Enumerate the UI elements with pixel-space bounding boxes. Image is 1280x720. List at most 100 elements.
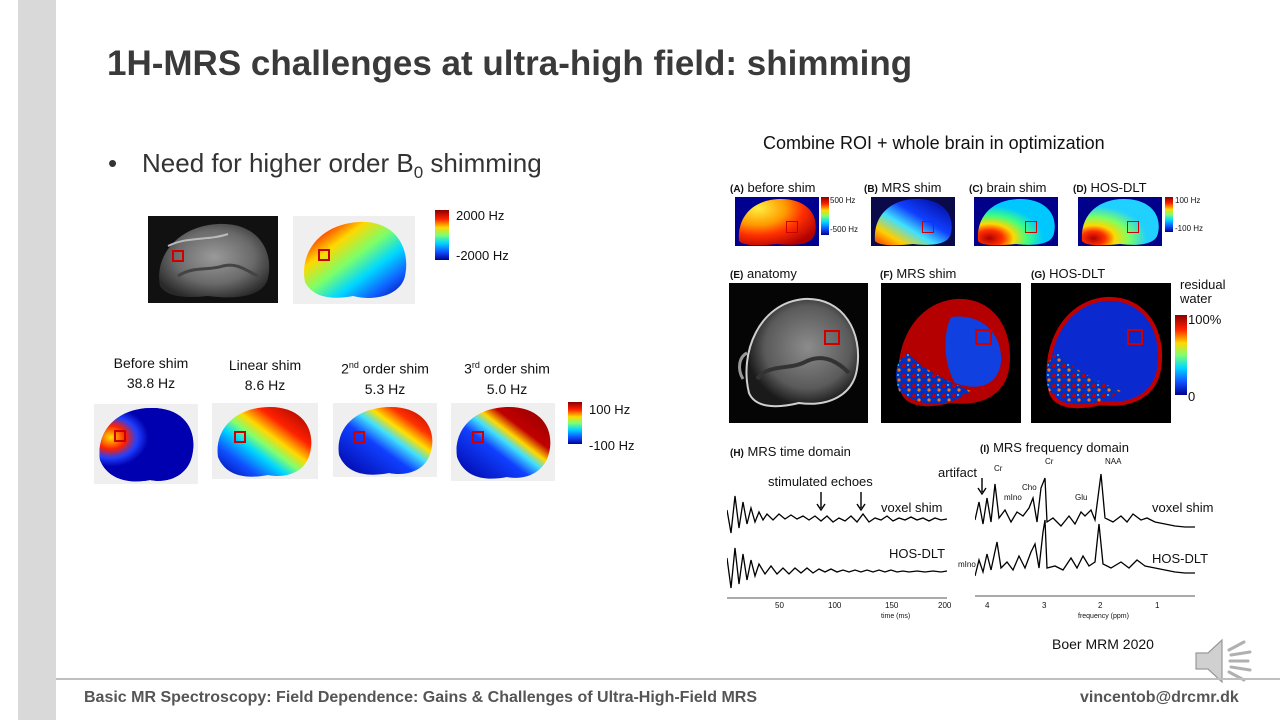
roi-box [234, 431, 246, 443]
peak-label-cho: Cho [1022, 483, 1037, 492]
axis-tick: 2 [1098, 601, 1103, 610]
roi-box [975, 329, 992, 345]
trace-label-hos-dlt: HOS-DLT [889, 546, 946, 561]
footer-course-title: Basic MR Spectroscopy: Field Dependence:… [84, 689, 757, 706]
bullet-suffix: shimming [423, 148, 542, 178]
bullet-text: Need for higher order B [142, 148, 414, 178]
colorbar-500hz [821, 197, 829, 235]
colorbar-max-label: 500 Hz [830, 196, 856, 205]
shim-name: Before shim [113, 355, 189, 371]
bullet-point: • Need for higher order B0 shimming [108, 148, 542, 183]
shim-value: 38.8 Hz [126, 375, 176, 391]
shim-order-number: 2 [341, 360, 349, 377]
colorbar-100hz-small [1165, 197, 1173, 232]
figure-caption: Combine ROI + whole brain in optimizatio… [763, 133, 1105, 153]
panel-tag: (I) [980, 444, 990, 455]
axis-tick: 50 [775, 601, 784, 610]
panel-title: HOS-DLT [1090, 180, 1147, 195]
colorbar-residual [1175, 315, 1187, 395]
roi-box [318, 249, 330, 261]
residual-water-mrs-shim [881, 283, 1021, 423]
peak-label-cr: Cr [994, 464, 1003, 473]
shim-map-before [94, 404, 198, 484]
axis-tick: 4 [985, 601, 990, 610]
field-map-hos-dlt [1078, 197, 1162, 246]
shim-name: Linear shim [228, 357, 302, 373]
roi-box [1025, 221, 1037, 233]
shim-value: 5.0 Hz [486, 380, 528, 397]
panel-tag: (B) [864, 184, 878, 195]
panel-title: brain shim [986, 180, 1047, 195]
slide-title: 1H-MRS challenges at ultra-high field: s… [107, 44, 913, 83]
colorbar-max-label: 100 Hz [1175, 196, 1201, 205]
axis-label-time: time (ms) [881, 613, 911, 620]
panel-title: MRS frequency domain [993, 440, 1129, 455]
speaker-icon[interactable] [1194, 636, 1256, 686]
panel-label-d: (D) HOS-DLT [1073, 180, 1147, 195]
artifact-annotation: artifact [938, 465, 978, 480]
panel-title: MRS time domain [747, 444, 851, 459]
shim-order-suffix: rd [471, 360, 480, 370]
footer-email[interactable]: vincentob@drcmr.dk [1080, 689, 1239, 706]
panel-label-a: (A) before shim [730, 180, 815, 195]
roi-box [114, 430, 126, 442]
colorbar-100hz [568, 402, 582, 444]
field-map-brain-shim [974, 197, 1058, 246]
panel-label-i: (I) MRS frequency domain [980, 440, 1129, 455]
panel-title: MRS shim [881, 180, 942, 195]
colorbar-min-label: -500 Hz [830, 225, 859, 234]
roi-box [1127, 221, 1139, 233]
peak-label-mino: mIno [958, 560, 976, 569]
roi-box [824, 330, 840, 345]
panel-label-b: (B) MRS shim [864, 180, 941, 195]
residual-label-line1: residual [1180, 277, 1226, 292]
left-sidebar-bar [18, 0, 56, 720]
time-domain-plot [727, 492, 948, 599]
shim-map-3rd-order [451, 403, 555, 481]
panel-title: MRS shim [896, 266, 957, 281]
residual-water-label: residual water [1180, 278, 1226, 306]
axis-tick: 100 [828, 601, 842, 610]
shim-order-number: 3 [464, 360, 472, 377]
axis-tick: 3 [1042, 601, 1047, 610]
shim-name: order shim [479, 360, 550, 377]
colorbar-min-label: -100 Hz [1175, 224, 1204, 233]
shim-label-linear: Linear shim 8.6 Hz [212, 355, 318, 395]
panel-tag: (E) [730, 270, 744, 281]
shim-map-linear [212, 403, 318, 479]
anatomy-sagittal-image [148, 216, 278, 303]
shim-value: 5.3 Hz [364, 380, 406, 397]
colorbar-max-label: 2000 Hz [456, 208, 505, 223]
trace-label-voxel-shim: voxel shim [1152, 500, 1214, 515]
shim-value: 8.6 Hz [244, 377, 286, 393]
roi-box [786, 221, 798, 233]
frequency-domain-plot [975, 473, 1195, 597]
panel-title: HOS-DLT [1049, 266, 1106, 281]
colorbar-min-label: 0 [1188, 389, 1196, 404]
panel-label-g: (G) HOS-DLT [1031, 266, 1105, 281]
panel-tag: (C) [969, 184, 983, 195]
roi-box [1127, 329, 1143, 345]
field-map-image [293, 216, 415, 304]
panel-label-h: (H) MRS time domain [730, 444, 851, 459]
shim-label-before: Before shim 38.8 Hz [96, 353, 206, 393]
shim-map-2nd-order [333, 403, 437, 477]
field-map-before-shim [735, 197, 819, 246]
roi-box [353, 431, 365, 443]
axis-label-frequency: frequency (ppm) [1078, 613, 1129, 620]
residual-water-hos-dlt [1031, 283, 1171, 423]
panel-tag: (D) [1073, 184, 1087, 195]
panel-tag: (G) [1031, 270, 1046, 281]
panel-label-f: (F) MRS shim [880, 266, 956, 281]
shim-order-suffix: nd [348, 360, 359, 370]
trace-label-hos-dlt: HOS-DLT [1152, 551, 1209, 566]
bullet-marker: • [108, 148, 118, 178]
colorbar-2000hz [435, 210, 449, 260]
citation: Boer MRM 2020 [1052, 636, 1154, 652]
axis-tick: 200 [938, 601, 952, 610]
axis-tick: 1 [1155, 601, 1160, 610]
peak-label-naa: NAA [1105, 457, 1122, 466]
shim-label-3rd-order: 3rd order shim 5.0 Hz [450, 355, 564, 399]
roi-box [172, 250, 184, 262]
panel-label-c: (C) brain shim [969, 180, 1046, 195]
